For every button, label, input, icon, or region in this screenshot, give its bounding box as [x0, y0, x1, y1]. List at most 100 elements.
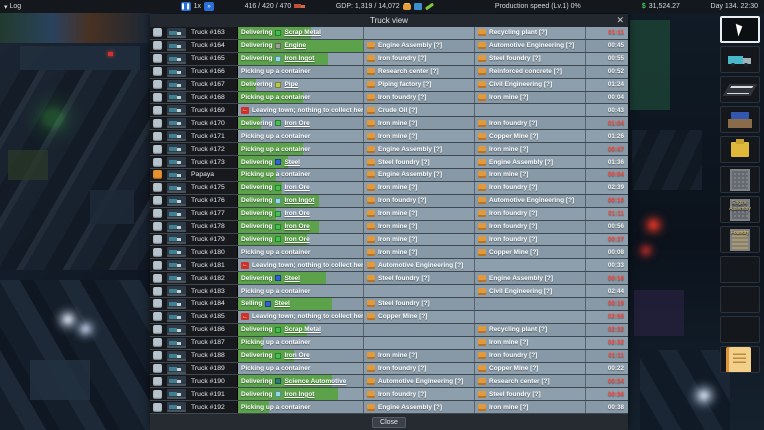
table-row[interactable]: Truck #173 Delivering Steel Steel foundr… — [150, 156, 628, 169]
source-building-link[interactable]: Engine Assembly [?] — [378, 171, 443, 179]
machine-tool-icon[interactable] — [720, 136, 760, 163]
product-link[interactable]: Iron Ore — [284, 235, 310, 243]
source-building-link[interactable]: Steel foundry [?] — [378, 300, 430, 308]
truck-select-checkbox[interactable] — [153, 157, 162, 167]
destination-building-link[interactable]: Research center [?] — [489, 377, 550, 385]
truck-select-checkbox[interactable] — [153, 67, 162, 77]
truck-select-checkbox[interactable] — [153, 196, 162, 206]
truck-select-checkbox[interactable] — [153, 402, 162, 412]
table-row[interactable]: Truck #178 Delivering Iron Ore Iron mine… — [150, 220, 628, 234]
truck-select-checkbox[interactable] — [153, 144, 162, 154]
table-row[interactable]: Truck #179 Delivering Iron Ore Iron mine… — [150, 233, 628, 247]
source-building-link[interactable]: Engine Assembly [?] — [378, 403, 443, 411]
table-row[interactable]: Truck #188 Delivering Iron Ore Iron mine… — [150, 349, 628, 363]
truck-select-checkbox[interactable] — [153, 105, 162, 115]
source-building-link[interactable]: Iron mine [?] — [378, 132, 418, 140]
table-row[interactable]: Truck #167 Delivering Pipe Piping factor… — [150, 78, 628, 92]
product-link[interactable]: Iron Ore — [284, 184, 310, 192]
source-building-link[interactable]: Iron mine [?] — [378, 210, 418, 218]
table-row[interactable]: Truck #175 Delivering Iron Ore Iron mine… — [150, 181, 628, 195]
truck-select-checkbox[interactable] — [153, 118, 162, 128]
source-building-link[interactable]: Iron mine [?] — [378, 184, 418, 192]
table-row[interactable]: Truck #180 Picking up a container Iron m… — [150, 246, 628, 260]
factory-tool-icon[interactable] — [720, 106, 760, 133]
product-link[interactable]: Steel — [274, 300, 290, 308]
destination-building-link[interactable]: Automotive Engineering [?] — [489, 197, 575, 205]
source-building-link[interactable]: Iron mine [?] — [378, 223, 418, 231]
quest-scroll-icon[interactable] — [720, 346, 760, 373]
truck-select-checkbox[interactable] — [153, 273, 162, 283]
product-link[interactable]: Iron Ore — [284, 210, 310, 218]
truck-select-checkbox[interactable] — [153, 183, 162, 193]
table-row[interactable]: Truck #187 Picking up a container Iron m… — [150, 336, 628, 350]
destination-building-link[interactable]: Iron foundry [?] — [489, 210, 538, 218]
product-link[interactable]: Iron Ingot — [284, 197, 315, 205]
pencil-icon[interactable] — [424, 2, 434, 11]
destination-building-link[interactable]: Iron foundry [?] — [489, 119, 538, 127]
log-toggle[interactable]: ▾ Log — [0, 3, 150, 11]
truck-select-checkbox[interactable] — [153, 234, 162, 244]
foundry-building-icon[interactable]: Foundry — [720, 226, 760, 253]
truck-select-checkbox[interactable] — [153, 28, 162, 38]
fast-forward-button-icon[interactable]: » — [203, 2, 214, 11]
truck-select-checkbox[interactable] — [153, 351, 162, 361]
destination-building-link[interactable]: Engine Assembly [?] — [489, 158, 554, 166]
truck-select-checkbox[interactable] — [153, 389, 162, 399]
destination-building-link[interactable]: Iron mine [?] — [489, 403, 529, 411]
truck-select-checkbox[interactable] — [153, 312, 162, 322]
product-link[interactable]: Scrap Metal — [284, 29, 321, 37]
product-link[interactable]: Scrap Metal — [284, 326, 321, 334]
table-row[interactable]: Truck #169 ← Leaving town; nothing to co… — [150, 104, 628, 118]
source-building-link[interactable]: Iron foundry [?] — [378, 365, 427, 373]
destination-building-link[interactable]: Civil Engineering [?] — [489, 81, 553, 89]
destination-building-link[interactable]: Iron mine [?] — [489, 171, 529, 179]
source-building-link[interactable]: Iron foundry [?] — [378, 197, 427, 205]
truck-select-checkbox[interactable] — [153, 247, 162, 257]
truck-select-checkbox[interactable] — [153, 260, 162, 270]
truck-select-checkbox[interactable] — [153, 54, 162, 64]
destination-building-link[interactable]: Recycling plant [?] — [489, 29, 548, 37]
building-tool-icon[interactable] — [720, 166, 760, 193]
product-link[interactable]: Iron Ore — [284, 119, 310, 127]
table-row[interactable]: Truck #170 Delivering Iron Ore Iron mine… — [150, 117, 628, 131]
source-building-link[interactable]: Copper Mine [?] — [378, 313, 428, 321]
table-row[interactable]: Truck #168 Picking up a container Iron f… — [150, 91, 628, 105]
destination-building-link[interactable]: Recycling plant [?] — [489, 326, 548, 334]
table-row[interactable]: Truck #172 Picking up a container Engine… — [150, 143, 628, 157]
source-building-link[interactable]: Research center [?] — [378, 68, 439, 76]
source-building-link[interactable]: Iron foundry [?] — [378, 93, 427, 101]
table-row[interactable]: Truck #183 Picking up a container Civil … — [150, 285, 628, 299]
destination-building-link[interactable]: Copper Mine [?] — [489, 132, 539, 140]
destination-building-link[interactable]: Reinforced concrete [?] — [489, 68, 562, 76]
product-link[interactable]: Steel — [284, 158, 300, 166]
source-building-link[interactable]: Iron mine [?] — [378, 248, 418, 256]
close-button[interactable]: Close — [372, 416, 406, 428]
table-row[interactable]: Truck #182 Delivering Steel Steel foundr… — [150, 272, 628, 286]
truck-select-checkbox[interactable] — [153, 325, 162, 335]
destination-building-link[interactable]: Iron foundry [?] — [489, 223, 538, 231]
table-row[interactable]: Truck #177 Delivering Iron Ore Iron mine… — [150, 207, 628, 221]
table-row[interactable]: Truck #165 Delivering Iron Ingot Iron fo… — [150, 52, 628, 66]
destination-building-link[interactable]: Steel foundry [?] — [489, 55, 541, 63]
table-row[interactable]: Truck #189 Picking up a container Iron f… — [150, 362, 628, 376]
destination-building-link[interactable]: Copper Mine [?] — [489, 248, 539, 256]
product-link[interactable]: Science Automotive — [284, 377, 347, 385]
table-row[interactable]: Truck #176 Delivering Iron Ingot Iron fo… — [150, 194, 628, 208]
source-building-link[interactable]: Iron mine [?] — [378, 352, 418, 360]
table-row[interactable]: Truck #166 Picking up a container Resear… — [150, 65, 628, 79]
truck-select-checkbox[interactable] — [153, 131, 162, 141]
pause-button-icon[interactable]: ❚❚ — [180, 2, 191, 11]
destination-building-link[interactable]: Copper Mine [?] — [489, 365, 539, 373]
truck-tool-icon[interactable] — [720, 46, 760, 73]
source-building-link[interactable]: Automotive Engineering [?] — [378, 377, 464, 385]
source-building-link[interactable]: Crude Oil [?] — [378, 106, 418, 114]
table-row[interactable]: Truck #181 ← Leaving town; nothing to co… — [150, 259, 628, 273]
truck-select-checkbox[interactable] — [153, 286, 162, 296]
product-link[interactable]: Iron Ingot — [284, 55, 315, 63]
truck-select-checkbox[interactable] — [153, 299, 162, 309]
product-link[interactable]: Iron Ore — [284, 352, 310, 360]
source-building-link[interactable]: Iron foundry [?] — [378, 390, 427, 398]
table-row[interactable]: Truck #190 Delivering Science Automotive… — [150, 375, 628, 389]
table-row[interactable]: Truck #186 Delivering Scrap Metal Recycl… — [150, 323, 628, 337]
truck-select-checkbox[interactable] — [153, 41, 162, 51]
